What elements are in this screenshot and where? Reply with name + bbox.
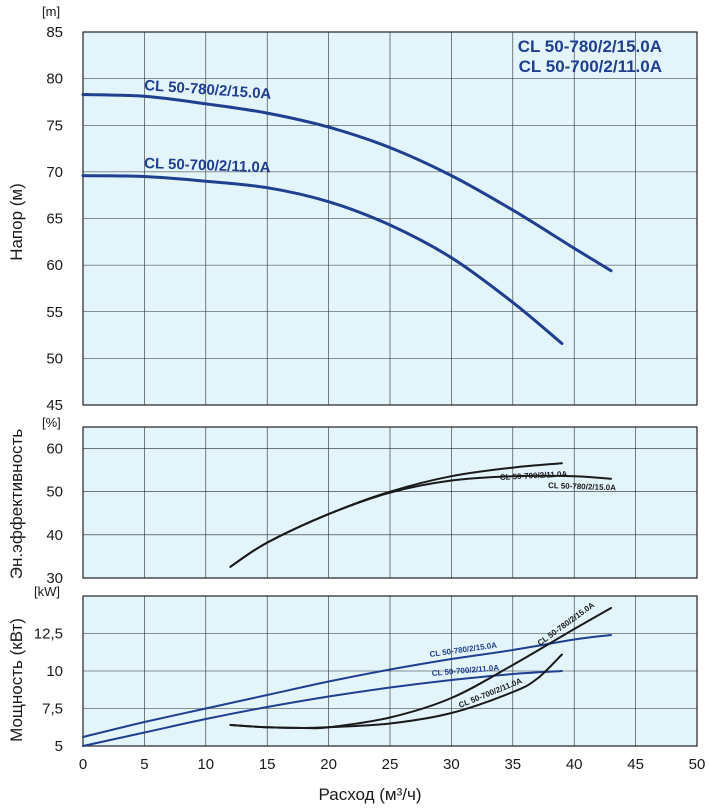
power-ylabel: Мощность (кВт) <box>7 618 26 742</box>
x-axis-label: Расход (м³/ч) <box>318 785 421 804</box>
power-ytick-label: 7,5 <box>42 701 63 718</box>
head-ytick-label: 45 <box>46 397 63 414</box>
head-ytick-label: 60 <box>46 257 63 274</box>
x-tick-label: 25 <box>382 756 399 773</box>
head-curve-1 <box>81 93 613 273</box>
head-ylabel: Напор (м) <box>7 183 26 261</box>
power-unit: [kW] <box>34 584 60 599</box>
x-tick-label: 0 <box>79 756 87 773</box>
head-unit: [m] <box>42 4 60 19</box>
head-curve-2 <box>81 174 564 345</box>
x-tick-label: 30 <box>443 756 460 773</box>
efficiency-ytick-label: 50 <box>46 484 63 501</box>
power-ytick-label: 10 <box>46 663 63 680</box>
efficiency-ytick-label: 40 <box>46 527 63 544</box>
head-ytick-label: 75 <box>46 117 63 134</box>
head-ytick-label: 80 <box>46 71 63 88</box>
eff-curve-label-700: CL 50-700/2/11.0A <box>500 469 568 482</box>
head-ytick-label: 55 <box>46 304 63 321</box>
x-tick-label: 45 <box>627 756 644 773</box>
x-tick-label: 10 <box>197 756 214 773</box>
x-tick-label: 35 <box>504 756 521 773</box>
efficiency-ytick-label: 30 <box>46 570 63 587</box>
x-tick-label: 40 <box>566 756 583 773</box>
eff-unit: [%] <box>42 415 61 430</box>
power-curve-4 <box>229 653 563 730</box>
head-ytick-label: 50 <box>46 350 63 367</box>
chart-title-line-2: CL 50-700/2/11.0A <box>519 57 662 76</box>
x-tick-label: 50 <box>689 756 706 773</box>
grid-lines <box>83 32 697 746</box>
eff-curve-label-780: CL 50-780/2/15.0A <box>548 481 616 492</box>
efficiency-ytick-label: 60 <box>46 441 63 458</box>
eff-ylabel: Эн.эффективность <box>7 429 26 580</box>
x-tick-label: 15 <box>259 756 276 773</box>
x-tick-label: 20 <box>320 756 337 773</box>
head-ytick-label: 65 <box>46 211 63 228</box>
power-curve-1 <box>82 634 612 738</box>
head-ytick-label: 70 <box>46 164 63 181</box>
power-ytick-label: 5 <box>55 738 63 755</box>
data-series <box>81 93 613 747</box>
head-curve-label-700: CL 50-700/2/11.0A <box>144 155 271 176</box>
x-tick-label: 5 <box>140 756 148 773</box>
power-ytick-label: 12,5 <box>34 626 63 643</box>
chart-title-line-1: CL 50-780/2/15.0A <box>518 37 662 56</box>
efficiency-curve-2 <box>229 474 612 568</box>
head-ytick-label: 85 <box>46 24 63 41</box>
